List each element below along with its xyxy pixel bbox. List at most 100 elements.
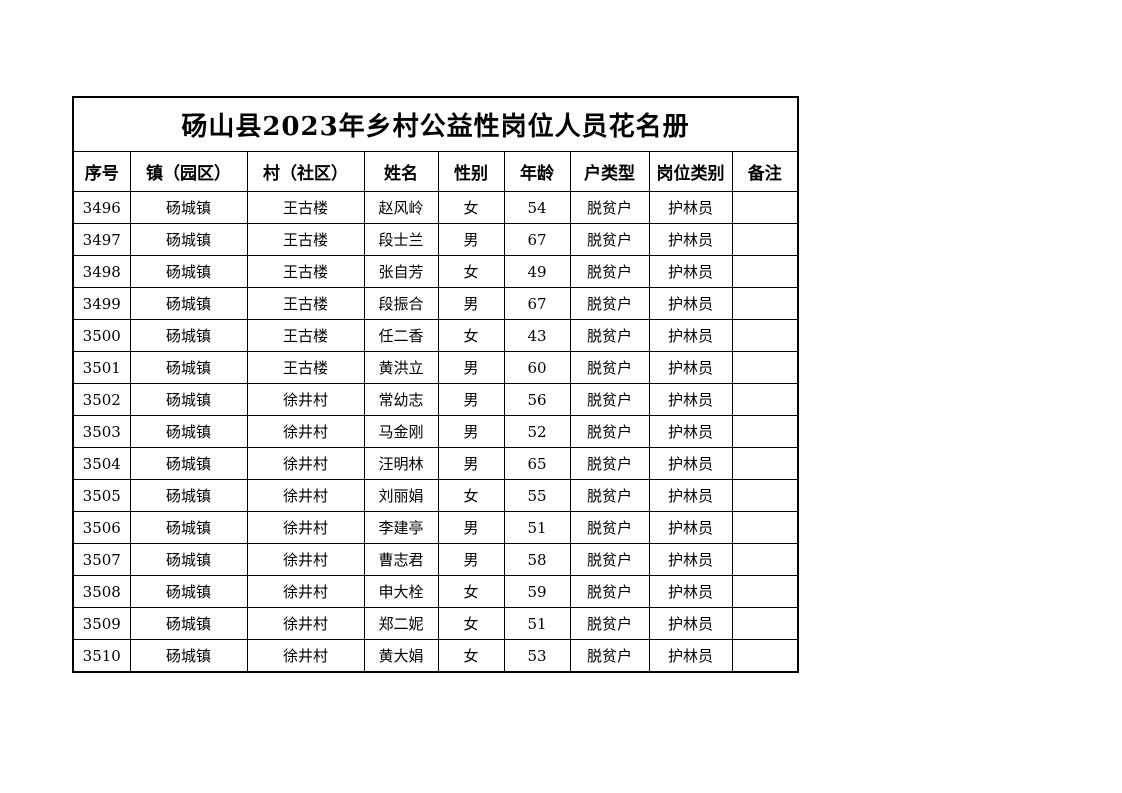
table-row: 3500 砀城镇 王古楼 任二香女 43 脱贫户 护林员 <box>72 319 799 352</box>
cell-remarks <box>731 319 799 352</box>
cell-village: 徐井村 <box>246 543 365 576</box>
cell-gender: 男 <box>437 383 505 416</box>
cell-name: 常幼志 <box>363 383 439 416</box>
document-title: 砀山县2023年乡村公益性岗位人员花名册 <box>72 96 799 152</box>
cell-name: 张自芳 <box>363 255 439 288</box>
cell-remarks <box>731 415 799 448</box>
cell-seq: 3507 <box>72 543 131 576</box>
cell-post-type: 护林员 <box>648 191 733 224</box>
cell-remarks <box>731 383 799 416</box>
cell-town: 砀城镇 <box>129 351 248 384</box>
table-row: 3497 砀城镇 王古楼 段士兰男 67 脱贫户 护林员 <box>72 223 799 256</box>
cell-gender: 女 <box>437 639 505 673</box>
cell-age: 67 <box>503 287 571 320</box>
cell-age: 51 <box>503 511 571 544</box>
cell-remarks <box>731 191 799 224</box>
cell-town: 砀城镇 <box>129 319 248 352</box>
cell-remarks <box>731 543 799 576</box>
cell-name: 黄大娟 <box>363 639 439 673</box>
cell-town: 砀城镇 <box>129 383 248 416</box>
cell-village: 王古楼 <box>246 191 365 224</box>
cell-remarks <box>731 607 799 640</box>
cell-town: 砀城镇 <box>129 607 248 640</box>
cell-name: 段振合 <box>363 287 439 320</box>
header-age: 年龄 <box>503 151 571 192</box>
cell-post-type: 护林员 <box>648 351 733 384</box>
cell-seq: 3506 <box>72 511 131 544</box>
cell-post-type: 护林员 <box>648 543 733 576</box>
cell-village: 王古楼 <box>246 287 365 320</box>
cell-age: 58 <box>503 543 571 576</box>
cell-seq: 3509 <box>72 607 131 640</box>
cell-household-type: 脱贫户 <box>569 191 650 224</box>
header-town: 镇（园区） <box>129 151 248 192</box>
cell-post-type: 护林员 <box>648 319 733 352</box>
cell-household-type: 脱贫户 <box>569 319 650 352</box>
table-row: 3501 砀城镇 王古楼 黄洪立男 60 脱贫户 护林员 <box>72 351 799 384</box>
cell-town: 砀城镇 <box>129 511 248 544</box>
cell-town: 砀城镇 <box>129 191 248 224</box>
cell-post-type: 护林员 <box>648 415 733 448</box>
cell-seq: 3499 <box>72 287 131 320</box>
cell-name: 刘丽娟 <box>363 479 439 512</box>
table-row: 3496 砀城镇 王古楼 赵风岭女 54 脱贫户 护林员 <box>72 191 799 224</box>
cell-remarks <box>731 479 799 512</box>
cell-village: 徐井村 <box>246 639 365 673</box>
cell-village: 徐井村 <box>246 479 365 512</box>
cell-town: 砀城镇 <box>129 543 248 576</box>
cell-village: 徐井村 <box>246 415 365 448</box>
cell-post-type: 护林员 <box>648 447 733 480</box>
cell-seq: 3497 <box>72 223 131 256</box>
cell-gender: 男 <box>437 223 505 256</box>
cell-name: 李建亭 <box>363 511 439 544</box>
cell-household-type: 脱贫户 <box>569 543 650 576</box>
cell-household-type: 脱贫户 <box>569 383 650 416</box>
cell-gender: 女 <box>437 607 505 640</box>
cell-village: 徐井村 <box>246 447 365 480</box>
cell-gender: 女 <box>437 191 505 224</box>
cell-town: 砀城镇 <box>129 255 248 288</box>
cell-post-type: 护林员 <box>648 479 733 512</box>
cell-name: 曹志君 <box>363 543 439 576</box>
cell-household-type: 脱贫户 <box>569 607 650 640</box>
cell-age: 54 <box>503 191 571 224</box>
cell-post-type: 护林员 <box>648 287 733 320</box>
cell-post-type: 护林员 <box>648 639 733 673</box>
cell-village: 徐井村 <box>246 607 365 640</box>
cell-village: 王古楼 <box>246 223 365 256</box>
cell-town: 砀城镇 <box>129 447 248 480</box>
cell-seq: 3500 <box>72 319 131 352</box>
header-gender: 性别 <box>437 151 505 192</box>
table-row: 3510 砀城镇 徐井村 黄大娟女 53 脱贫户 护林员 <box>72 639 799 673</box>
cell-seq: 3508 <box>72 575 131 608</box>
table-row: 3498 砀城镇 王古楼 张自芳女 49 脱贫户 护林员 <box>72 255 799 288</box>
cell-seq: 3502 <box>72 383 131 416</box>
header-remarks: 备注 <box>731 151 799 192</box>
cell-town: 砀城镇 <box>129 639 248 673</box>
cell-village: 王古楼 <box>246 351 365 384</box>
cell-household-type: 脱贫户 <box>569 639 650 673</box>
cell-age: 67 <box>503 223 571 256</box>
cell-household-type: 脱贫户 <box>569 415 650 448</box>
cell-gender: 女 <box>437 319 505 352</box>
cell-name: 黄洪立 <box>363 351 439 384</box>
table-row: 3506 砀城镇 徐井村 李建亭男 51 脱贫户 护林员 <box>72 511 799 544</box>
cell-post-type: 护林员 <box>648 223 733 256</box>
cell-seq: 3504 <box>72 447 131 480</box>
cell-seq: 3510 <box>72 639 131 673</box>
table-row: 3502 砀城镇 徐井村 常幼志男 56 脱贫户 护林员 <box>72 383 799 416</box>
table-row: 3509 砀城镇 徐井村 郑二妮女 51 脱贫户 护林员 <box>72 607 799 640</box>
cell-gender: 女 <box>437 255 505 288</box>
roster-table: 砀山县2023年乡村公益性岗位人员花名册 序号 镇（园区） 村（社区） 姓名 性别 年龄户… <box>72 96 799 673</box>
cell-gender: 女 <box>437 575 505 608</box>
cell-town: 砀城镇 <box>129 287 248 320</box>
cell-seq: 3498 <box>72 255 131 288</box>
cell-remarks <box>731 575 799 608</box>
table-row: 3499 砀城镇 王古楼 段振合男 67 脱贫户 护林员 <box>72 287 799 320</box>
table-row: 3503 砀城镇 徐井村 马金刚男 52 脱贫户 护林员 <box>72 415 799 448</box>
cell-remarks <box>731 447 799 480</box>
cell-age: 53 <box>503 639 571 673</box>
cell-name: 段士兰 <box>363 223 439 256</box>
cell-post-type: 护林员 <box>648 511 733 544</box>
cell-remarks <box>731 511 799 544</box>
